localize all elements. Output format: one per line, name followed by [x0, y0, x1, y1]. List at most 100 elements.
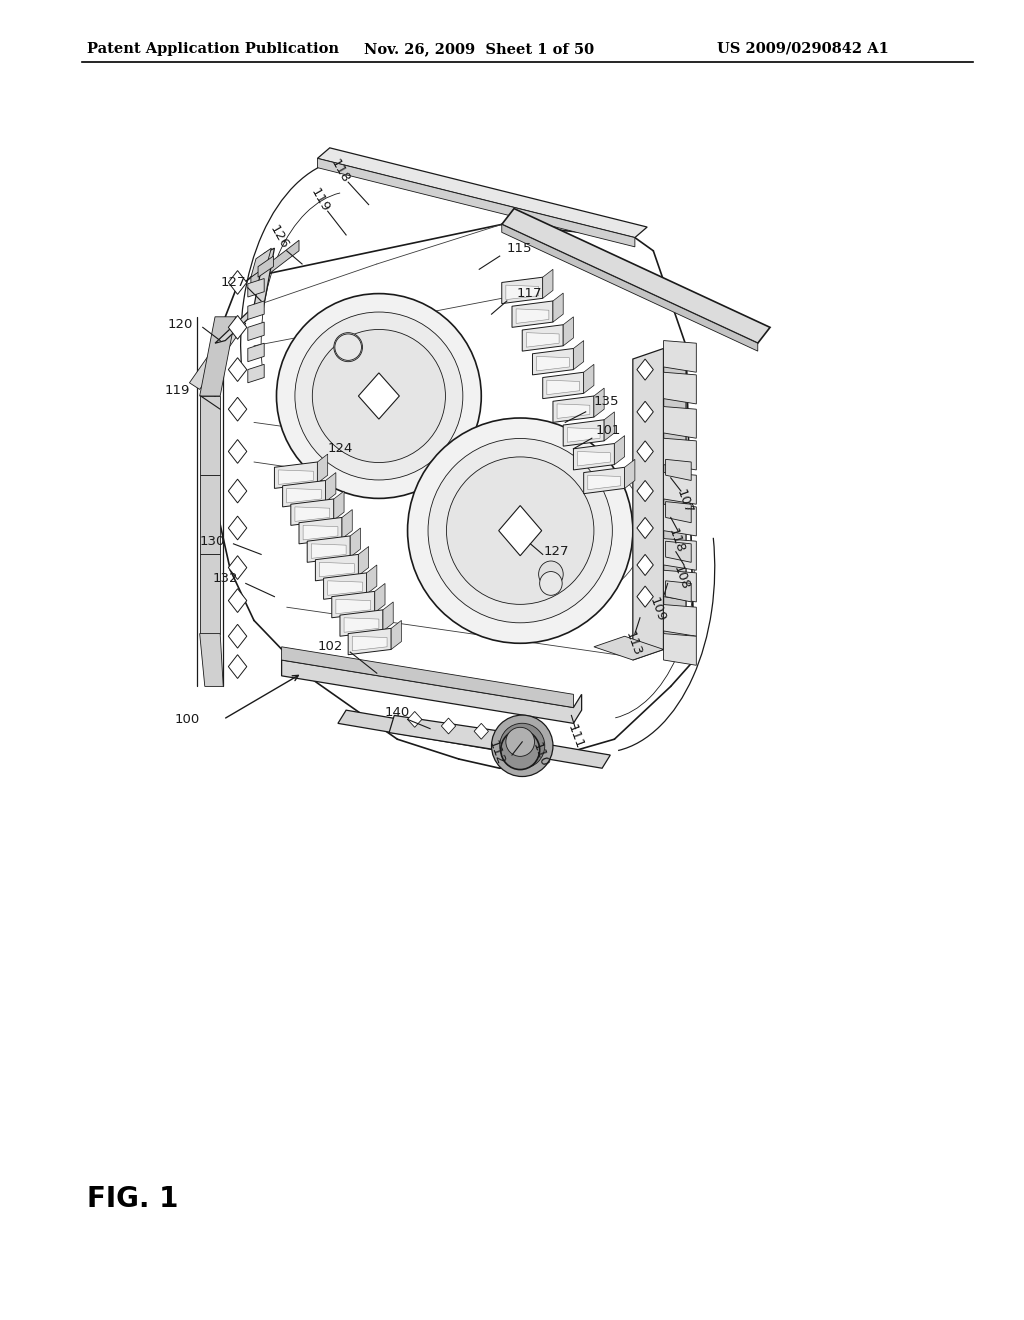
Polygon shape	[637, 517, 653, 539]
Text: 100: 100	[174, 713, 200, 726]
Polygon shape	[664, 504, 696, 536]
Polygon shape	[584, 364, 594, 393]
Polygon shape	[328, 581, 362, 595]
Polygon shape	[516, 309, 549, 323]
Polygon shape	[303, 525, 338, 540]
Text: 135: 135	[594, 395, 620, 408]
Text: Patent Application Publication: Patent Application Publication	[87, 42, 339, 55]
Polygon shape	[664, 539, 696, 570]
Polygon shape	[258, 256, 273, 277]
Polygon shape	[664, 438, 696, 470]
Circle shape	[446, 457, 594, 605]
Polygon shape	[358, 374, 399, 420]
Polygon shape	[228, 589, 247, 612]
Text: 124: 124	[328, 442, 352, 455]
Polygon shape	[283, 480, 326, 507]
Text: 115: 115	[507, 242, 532, 255]
Polygon shape	[324, 573, 367, 599]
Ellipse shape	[506, 727, 535, 756]
Polygon shape	[200, 634, 223, 686]
Polygon shape	[279, 470, 313, 484]
Polygon shape	[383, 602, 393, 631]
Polygon shape	[588, 475, 621, 490]
Polygon shape	[637, 480, 653, 502]
Text: 118: 118	[666, 527, 686, 556]
Polygon shape	[389, 715, 522, 752]
Text: 111: 111	[565, 722, 586, 751]
Polygon shape	[287, 488, 322, 503]
Polygon shape	[391, 620, 401, 649]
Polygon shape	[666, 581, 691, 602]
Polygon shape	[633, 348, 664, 660]
Ellipse shape	[540, 572, 562, 595]
Polygon shape	[299, 517, 342, 544]
Polygon shape	[637, 586, 653, 607]
Polygon shape	[282, 647, 573, 708]
Polygon shape	[251, 248, 271, 277]
Text: 113: 113	[623, 630, 643, 659]
Polygon shape	[317, 158, 635, 247]
Polygon shape	[248, 301, 264, 319]
Polygon shape	[573, 444, 614, 470]
Text: FIG. 1: FIG. 1	[87, 1184, 178, 1213]
Polygon shape	[274, 462, 317, 488]
Polygon shape	[315, 554, 358, 581]
Polygon shape	[375, 583, 385, 612]
Circle shape	[492, 715, 553, 776]
Polygon shape	[336, 599, 371, 614]
Polygon shape	[578, 451, 610, 466]
Polygon shape	[228, 271, 247, 294]
Polygon shape	[664, 348, 686, 657]
Polygon shape	[228, 655, 247, 678]
Polygon shape	[573, 341, 584, 370]
Polygon shape	[342, 510, 352, 539]
Text: 102: 102	[317, 640, 343, 653]
Polygon shape	[200, 475, 220, 554]
Polygon shape	[664, 634, 696, 665]
Text: 132: 132	[212, 572, 238, 585]
Polygon shape	[567, 428, 600, 442]
Polygon shape	[664, 570, 696, 602]
Text: 112: 112	[486, 738, 507, 767]
Polygon shape	[537, 356, 569, 371]
Polygon shape	[340, 610, 383, 636]
Text: 101: 101	[596, 424, 622, 437]
Polygon shape	[553, 293, 563, 322]
Polygon shape	[664, 372, 696, 404]
Text: 130: 130	[200, 535, 225, 548]
Polygon shape	[502, 224, 758, 351]
Polygon shape	[666, 502, 691, 523]
Polygon shape	[189, 317, 246, 389]
Polygon shape	[344, 618, 379, 632]
Polygon shape	[637, 401, 653, 422]
Polygon shape	[664, 473, 696, 504]
Text: 140: 140	[385, 706, 410, 719]
Polygon shape	[532, 348, 573, 375]
Polygon shape	[228, 440, 247, 463]
Text: 109: 109	[647, 595, 668, 624]
Polygon shape	[200, 317, 236, 396]
Text: 108: 108	[671, 564, 691, 593]
Polygon shape	[506, 285, 539, 300]
Ellipse shape	[501, 730, 540, 770]
Text: 117: 117	[516, 286, 542, 300]
Text: 110: 110	[530, 741, 551, 770]
Polygon shape	[338, 710, 610, 768]
Polygon shape	[228, 516, 247, 540]
Polygon shape	[326, 473, 336, 502]
Polygon shape	[251, 240, 299, 288]
Ellipse shape	[334, 333, 362, 362]
Polygon shape	[334, 491, 344, 520]
Polygon shape	[228, 479, 247, 503]
Polygon shape	[526, 333, 559, 347]
Polygon shape	[637, 554, 653, 576]
Polygon shape	[348, 628, 391, 655]
Polygon shape	[474, 723, 488, 739]
Polygon shape	[358, 546, 369, 576]
Text: 127: 127	[220, 276, 246, 289]
Polygon shape	[350, 528, 360, 557]
Polygon shape	[584, 467, 625, 494]
Polygon shape	[664, 407, 696, 438]
Polygon shape	[664, 605, 696, 636]
Polygon shape	[248, 343, 264, 362]
